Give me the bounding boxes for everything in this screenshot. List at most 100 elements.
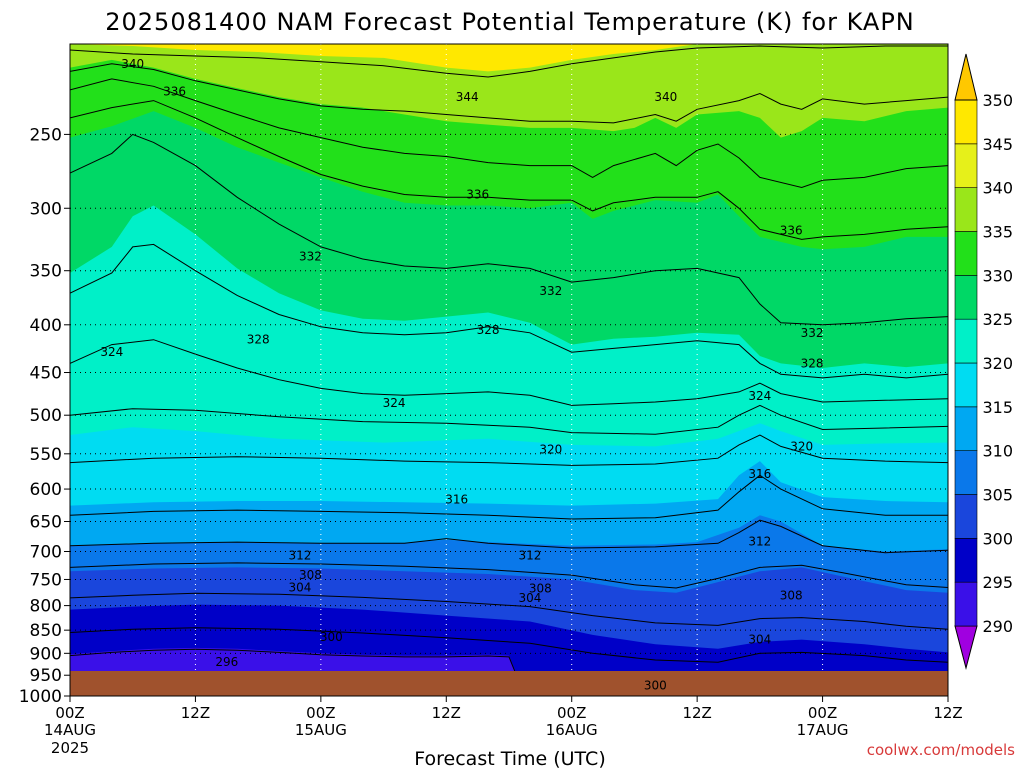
contour-332 — [70, 133, 948, 326]
colorbar-swatch — [954, 99, 978, 145]
contour-320 — [70, 404, 948, 435]
contour-label: 324 — [383, 396, 406, 410]
y-tick-label: 750 — [30, 570, 62, 590]
colorbar-swatch — [954, 581, 978, 627]
contour-label: 308 — [299, 568, 322, 582]
y-tick-label: 900 — [30, 644, 62, 664]
contour-label: 316 — [445, 493, 468, 507]
y-tick-label: 350 — [30, 262, 62, 282]
contour-label: 328 — [477, 323, 500, 337]
contour-label: 304 — [288, 580, 311, 594]
colorbar-swatch — [954, 494, 978, 539]
y-tick-label: 450 — [30, 364, 62, 384]
contour-label: 304 — [748, 633, 771, 647]
x-tick-date: 15AUG — [295, 721, 347, 739]
contour-344 — [70, 63, 948, 124]
contour-label: 300 — [644, 679, 667, 693]
x-tick-label: 00Z — [557, 704, 586, 722]
y-tick-label: 650 — [30, 512, 62, 532]
colorbar: 290 295 300 305 310 315 320 325 330 335 340 345 350 — [954, 53, 1013, 670]
x-tick-label: 12Z — [933, 704, 962, 722]
colorbar-label: 315 — [982, 398, 1013, 417]
contour-label: 336 — [466, 188, 489, 202]
x-tick-label: 00Z — [808, 704, 837, 722]
colorbar-max-arrow — [954, 53, 978, 101]
contour-300 — [70, 592, 948, 630]
colorbar-swatch — [954, 538, 978, 583]
colorbar-swatch — [954, 143, 978, 188]
contour-label: 320 — [539, 442, 562, 456]
contour-label: 312 — [288, 549, 311, 563]
colorbar-swatch — [954, 362, 978, 408]
colorbar-label: 310 — [982, 442, 1013, 461]
contour-label: 336 — [780, 224, 803, 238]
contour-348 — [70, 45, 948, 78]
band-340 — [70, 44, 948, 138]
temperature-bands — [70, 44, 948, 671]
contour-label: 308 — [780, 588, 803, 602]
contour-label: 328 — [801, 356, 824, 370]
y-tick-label: 250 — [30, 125, 62, 145]
contour-304 — [70, 562, 948, 589]
colorbar-label: 340 — [982, 179, 1013, 198]
band-345 — [70, 44, 948, 72]
contour-316 — [70, 434, 948, 466]
y-tick-label: 850 — [30, 621, 62, 641]
colorbar-label: 350 — [982, 91, 1013, 110]
contour-label: 332 — [299, 250, 322, 264]
contour-label: 316 — [748, 467, 771, 481]
contour-336 — [70, 100, 948, 240]
y-tick-label: 700 — [30, 543, 62, 563]
credit-text: coolwx.com/models — [867, 741, 1015, 759]
colorbar-label: 300 — [982, 529, 1013, 548]
contour-292 — [70, 648, 516, 671]
x-axis-label: Forecast Time (UTC) — [414, 748, 605, 768]
colorbar-label: 335 — [982, 223, 1013, 242]
y-tick-label: 500 — [30, 406, 62, 426]
contour-label: 340 — [654, 90, 677, 104]
contour-lines — [70, 45, 948, 671]
x-tick-year: 2025 — [51, 739, 89, 757]
colorbar-swatch — [954, 231, 978, 276]
colorbar-swatch — [954, 187, 978, 232]
x-tick-label: 00Z — [55, 704, 84, 722]
contour-label: 296 — [215, 655, 238, 669]
contour-340 — [70, 78, 948, 189]
colorbar-label: 290 — [982, 617, 1013, 636]
x-tick-date: 14AUG — [44, 721, 96, 739]
contour-label: 304 — [518, 591, 541, 605]
colorbar-swatch — [954, 406, 978, 451]
plot-frame — [69, 43, 949, 697]
contour-label: 324 — [100, 345, 123, 359]
contour-label: 320 — [790, 439, 813, 453]
contour-label: 300 — [320, 630, 343, 644]
y-tick-label: 550 — [30, 445, 62, 465]
contour-label: 308 — [529, 582, 552, 596]
contour-312 — [70, 474, 948, 520]
contour-label: 344 — [456, 90, 479, 104]
x-tick-label: 12Z — [432, 704, 461, 722]
x-tick-date: 16AUG — [546, 721, 598, 739]
x-tick-label: 12Z — [682, 704, 711, 722]
contour-324 — [70, 339, 948, 406]
y-tick-label: 800 — [30, 597, 62, 617]
contour-328 — [70, 243, 948, 379]
colorbar-min-arrow — [954, 625, 978, 670]
colorbar-label: 325 — [982, 310, 1013, 329]
contour-label: 332 — [539, 284, 562, 298]
contour-296 — [70, 627, 948, 663]
colorbar-label: 320 — [982, 354, 1013, 373]
contour-label: 332 — [801, 326, 824, 340]
y-tick-label: 1000 — [19, 687, 62, 707]
y-tick-label: 950 — [30, 666, 62, 686]
colorbar-label: 345 — [982, 135, 1013, 154]
colorbar-label: 330 — [982, 266, 1013, 285]
contour-label: 312 — [518, 549, 541, 563]
x-tick-label: 00Z — [306, 704, 335, 722]
colorbar-swatch — [954, 450, 978, 495]
contour-label: 336 — [163, 85, 186, 99]
colorbar-label: 295 — [982, 573, 1013, 592]
ground-surface — [70, 671, 948, 696]
